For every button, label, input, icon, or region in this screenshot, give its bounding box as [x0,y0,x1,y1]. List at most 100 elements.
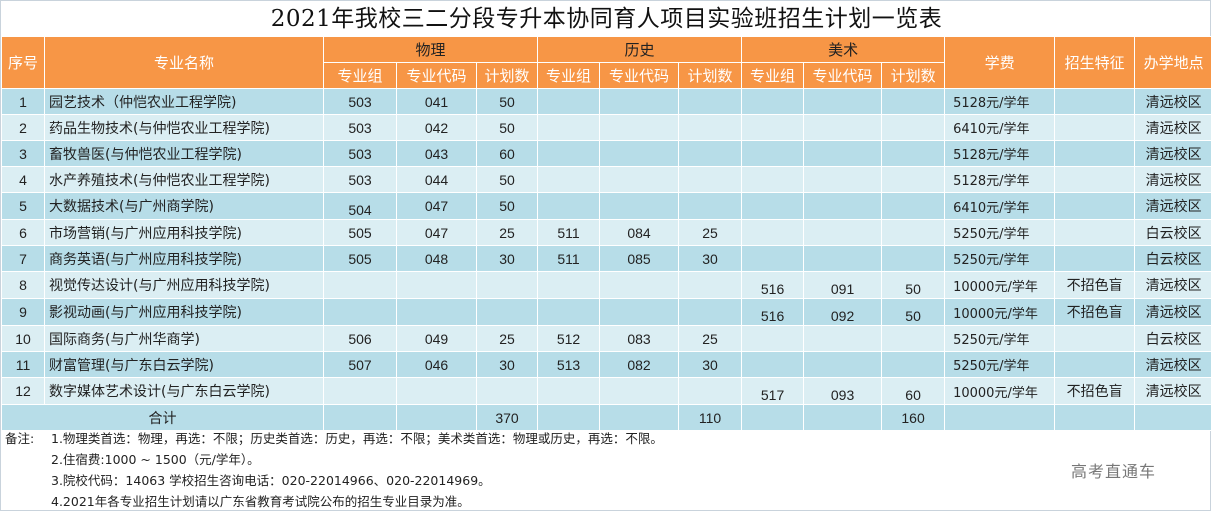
watermark: 高考直通车 [1071,458,1156,482]
art-group-cell [742,352,804,378]
art-group-cell [742,167,804,193]
location-cell: 清远校区 [1135,167,1211,193]
art-group-cell: 516 [742,299,804,326]
note-line-4: 4.2021年各专业招生计划请以广东省教育考试院公布的招生专业目录为准。 [51,491,470,512]
major-name-cell: 大数据技术(与广州商学院) [45,193,324,220]
physics-code-cell: 049 [397,326,477,352]
art-plan-cell [882,246,945,272]
art-plan-cell: 50 [882,272,945,299]
art-code-cell [804,326,882,352]
history-plan-cell: 30 [679,352,742,378]
location-cell: 白云校区 [1135,246,1211,272]
physics-group-cell: 503 [324,115,397,141]
major-name-cell: 药品生物技术(与仲恺农业工程学院) [45,115,324,141]
seq-cell: 6 [2,220,45,246]
fee-cell: 10000元/学年 [945,378,1055,405]
art-code-cell [804,246,882,272]
seq-cell: 5 [2,193,45,220]
physics-plan-cell: 50 [477,89,538,115]
physics-plan-cell: 30 [477,246,538,272]
history-code-cell [600,141,679,167]
fee-cell: 5250元/学年 [945,352,1055,378]
art-code-cell: 093 [804,378,882,405]
art-group-cell [742,115,804,141]
major-name-cell: 商务英语(与广州应用科技学院) [45,246,324,272]
history-group-cell: 511 [538,220,600,246]
physics-plan-cell [477,272,538,299]
major-name-cell: 水产养殖技术(与仲恺农业工程学院) [45,167,324,193]
art-code-cell [804,193,882,220]
page-title: 2021年我校三二分段专升本协同育人项目实验班招生计划一览表 [1,1,1211,36]
fee-cell: 5250元/学年 [945,220,1055,246]
seq-cell: 2 [2,115,45,141]
physics-group-cell [324,299,397,326]
art-plan-cell [882,352,945,378]
art-code-cell [804,89,882,115]
header-phy-group: 专业组 [324,63,397,89]
art-plan-cell [882,141,945,167]
art-plan-cell [882,193,945,220]
physics-group-cell [324,272,397,299]
fee-cell: 6410元/学年 [945,115,1055,141]
physics-code-cell: 041 [397,89,477,115]
major-name-cell: 视觉传达设计(与广州应用科技学院) [45,272,324,299]
history-group-cell [538,299,600,326]
art-group-cell [742,220,804,246]
feature-cell [1055,246,1135,272]
history-group-cell: 513 [538,352,600,378]
header-his-group: 专业组 [538,63,600,89]
header-his-code: 专业代码 [600,63,679,89]
note-line-2: 2.住宿费:1000 ~ 1500（元/学年）。 [51,449,260,470]
header-major: 专业名称 [45,37,324,89]
physics-group-cell: 503 [324,89,397,115]
history-plan-cell [679,89,742,115]
physics-group-cell: 505 [324,220,397,246]
history-group-cell [538,193,600,220]
art-group-cell [742,246,804,272]
location-cell: 清远校区 [1135,378,1211,405]
header-location: 办学地点 [1135,37,1211,89]
location-cell: 清远校区 [1135,272,1211,299]
art-plan-cell: 60 [882,378,945,405]
physics-plan-cell: 50 [477,115,538,141]
header-art-group: 专业组 [742,63,804,89]
history-code-cell: 083 [600,326,679,352]
physics-group-cell: 503 [324,141,397,167]
physics-plan-cell: 25 [477,220,538,246]
physics-plan-cell [477,299,538,326]
physics-code-cell [397,378,477,405]
art-plan-cell [882,220,945,246]
art-code-cell [804,115,882,141]
physics-code-cell: 046 [397,352,477,378]
art-group-cell [742,89,804,115]
fee-cell: 5128元/学年 [945,167,1055,193]
feature-cell [1055,167,1135,193]
total-physics-plan: 370 [477,405,538,431]
history-group-cell: 512 [538,326,600,352]
history-group-cell [538,115,600,141]
physics-plan-cell: 25 [477,326,538,352]
fee-cell: 5250元/学年 [945,326,1055,352]
physics-code-cell: 043 [397,141,477,167]
fee-cell: 5128元/学年 [945,141,1055,167]
physics-group-cell [324,378,397,405]
history-group-cell [538,378,600,405]
total-label: 合计 [2,405,324,431]
history-group-cell [538,272,600,299]
art-plan-cell [882,115,945,141]
major-name-cell: 园艺技术（仲恺农业工程学院) [45,89,324,115]
feature-cell [1055,193,1135,220]
history-plan-cell: 25 [679,326,742,352]
total-fee [945,405,1055,431]
header-fee: 学费 [945,37,1055,89]
history-plan-cell [679,193,742,220]
header-phy-code: 专业代码 [397,63,477,89]
history-group-cell [538,89,600,115]
seq-cell: 7 [2,246,45,272]
art-group-cell: 516 [742,272,804,299]
location-cell: 清远校区 [1135,352,1211,378]
